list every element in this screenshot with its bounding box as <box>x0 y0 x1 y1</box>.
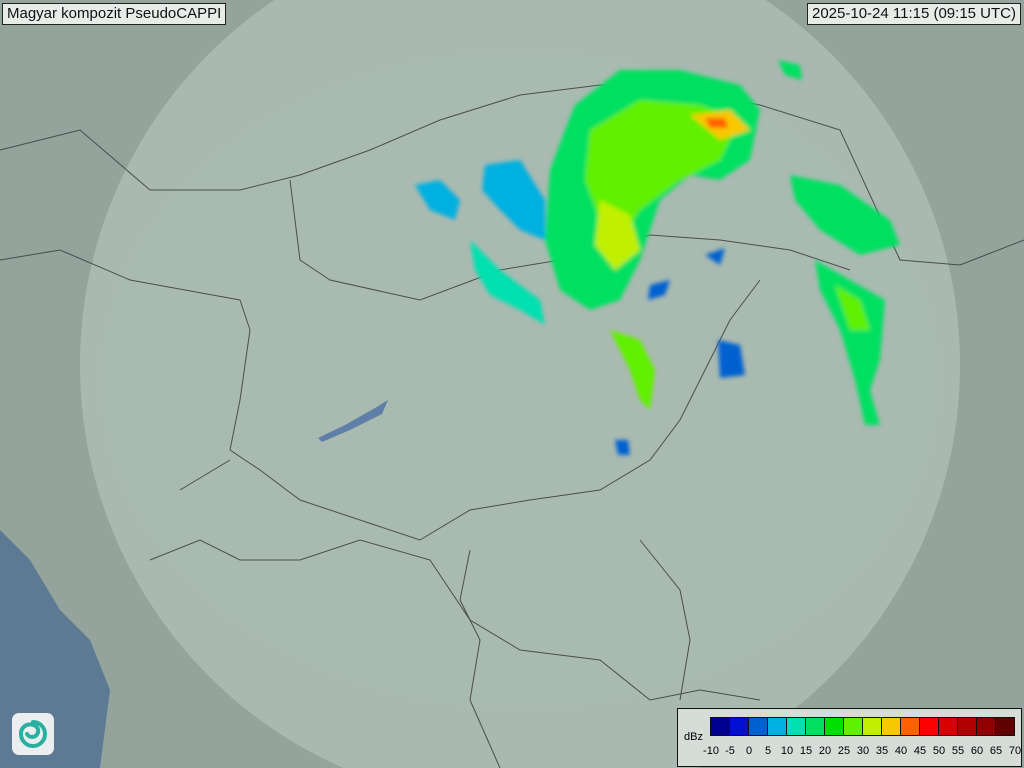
legend-tick-label: 45 <box>913 745 927 757</box>
legend-tick-label: 60 <box>970 745 984 757</box>
legend-swatch <box>825 718 844 735</box>
map-title: Magyar kompozit PseudoCAPPI <box>2 3 227 25</box>
legend-tick-label: 5 <box>764 745 772 757</box>
legend-tick-label: 65 <box>989 745 1003 757</box>
legend-swatch <box>996 718 1014 735</box>
legend-swatch <box>768 718 787 735</box>
legend-swatch <box>901 718 920 735</box>
legend-tick-label: 40 <box>894 745 908 757</box>
dbz-legend: dBz -10 -5 0 5 10 15 20 25 30 35 40 45 50 55 60 65 70 <box>677 708 1022 767</box>
legend-ticks: -10 -5 0 5 10 15 20 25 30 35 40 45 50 55 60 65 70 <box>703 745 1021 761</box>
legend-swatch <box>844 718 863 735</box>
legend-swatch <box>787 718 806 735</box>
lake-balaton <box>318 400 388 442</box>
legend-swatch <box>920 718 939 735</box>
legend-swatch <box>749 718 768 735</box>
legend-tick-label: 25 <box>837 745 851 757</box>
legend-swatch <box>939 718 958 735</box>
legend-tick-label: -5 <box>725 745 735 757</box>
legend-tick-label: 20 <box>818 745 832 757</box>
legend-tick-label: 0 <box>745 745 753 757</box>
legend-swatch <box>977 718 996 735</box>
radar-echoes <box>415 60 900 455</box>
timestamp: 2025-10-24 11:15 (09:15 UTC) <box>806 3 1021 25</box>
legend-swatch <box>958 718 977 735</box>
legend-tick-label: 15 <box>799 745 813 757</box>
legend-tick-label: 10 <box>780 745 794 757</box>
legend-swatch <box>882 718 901 735</box>
legend-tick-label: 70 <box>1008 745 1022 757</box>
legend-swatch <box>863 718 882 735</box>
legend-tick-label: 50 <box>932 745 946 757</box>
radar-coverage-area <box>80 0 960 768</box>
legend-swatch <box>711 718 730 735</box>
legend-swatch <box>730 718 749 735</box>
adriatic-sea <box>0 530 110 768</box>
legend-tick-label: 30 <box>856 745 870 757</box>
country-borders <box>0 84 1024 768</box>
spiral-logo-icon <box>12 713 54 755</box>
legend-tick-label: 35 <box>875 745 889 757</box>
legend-unit: dBz <box>684 731 703 743</box>
legend-color-bar <box>710 717 1015 736</box>
legend-tick-label: 55 <box>951 745 965 757</box>
legend-tick-label: -10 <box>703 745 719 757</box>
legend-swatch <box>806 718 825 735</box>
